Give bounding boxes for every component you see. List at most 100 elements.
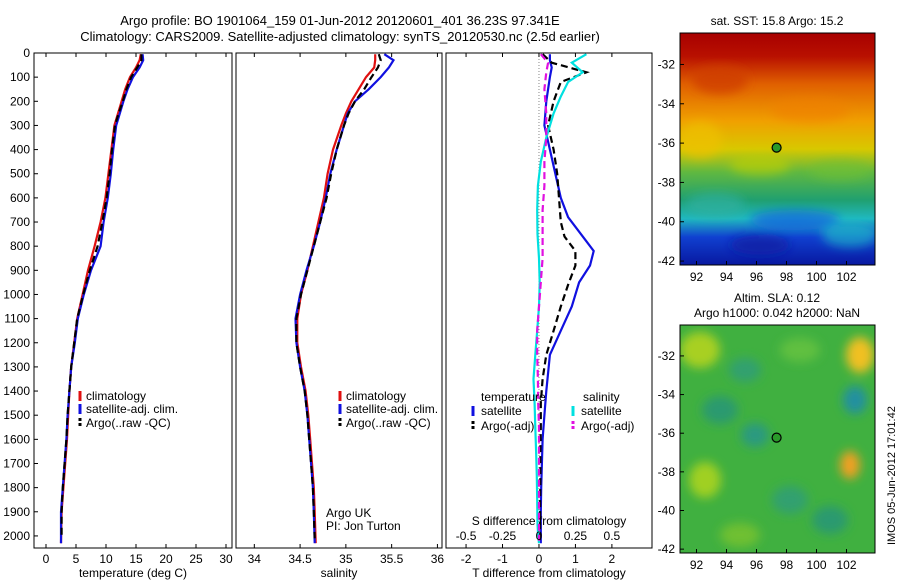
y-tick-label: -40: [658, 215, 676, 229]
x-tick-label: 92: [690, 270, 704, 284]
argo-position-marker: [771, 142, 782, 153]
y-tick-label: 600: [10, 191, 30, 205]
x-tick-label: 92: [690, 558, 704, 572]
y-tick-label: 1100: [4, 312, 30, 326]
plot-frame: [445, 52, 653, 549]
y-tick-label: -42: [658, 254, 676, 268]
y-tick-label: -36: [658, 426, 676, 440]
y-tick-label: -34: [658, 97, 676, 111]
y-tick-label: 300: [10, 118, 30, 132]
x-tick-label: -2: [461, 552, 472, 566]
legend-label: climatology: [86, 389, 146, 403]
y-tick-label: 100: [10, 70, 30, 84]
map-panel-2: 92 94 96 98 100 102 -32 -34 -36 -38 -40 -42 Altim. S…: [658, 291, 898, 572]
x-tick-label: -1: [497, 552, 508, 566]
x-tick-label: 15: [129, 552, 143, 566]
plot-frame: [33, 52, 233, 549]
map-title-sla: Altim. SLA: 0.12: [734, 291, 820, 305]
y-tick-label: -38: [658, 465, 676, 479]
x2-tick-label: 0: [536, 529, 543, 543]
y-tick-label: 400: [10, 143, 30, 157]
x-axis-label: T difference from climatology: [472, 566, 626, 580]
x-tick-label: 100: [806, 558, 826, 572]
legend-label: satellite: [581, 404, 622, 418]
x2-tick-label: -0.5: [456, 529, 477, 543]
side-caption: IMOS 05-Jun-2012 17:01:42: [886, 406, 898, 545]
y-tick-label: 1800: [3, 481, 30, 495]
legend-label: satellite-adj. clim.: [86, 402, 178, 416]
annotation-line-1: Argo UK: [326, 506, 371, 520]
x2-tick-label: 0.25: [564, 529, 588, 543]
x-tick-label: 2: [609, 552, 616, 566]
x-tick-label: 100: [806, 270, 826, 284]
y-tick-label: 500: [10, 167, 30, 181]
x-tick-label: 30: [219, 552, 233, 566]
x-tick-label: 1: [572, 552, 579, 566]
y-tick-label: 1400: [3, 384, 30, 398]
x-axis-label: salinity: [321, 566, 358, 580]
x-tick-label: 102: [836, 558, 856, 572]
y-tick-label: 1200: [3, 336, 30, 350]
x-tick-label: 5: [73, 552, 80, 566]
y-tick-label: 700: [10, 215, 30, 229]
series-line-3: [60, 54, 143, 539]
x-tick-label: 0: [43, 552, 50, 566]
series-line-3: [295, 53, 382, 539]
x-axis-label: temperature (deg C): [79, 566, 187, 580]
legend-label: satellite-adj. clim.: [346, 402, 438, 416]
legend-label: Argo(-adj): [581, 419, 634, 433]
y-tick-label: 800: [10, 239, 30, 253]
profile-panel-3: -2 -1 0 1 2T difference from climatology -0.5…: [445, 52, 653, 580]
map-title-sst: sat. SST: 15.8 Argo: 15.2: [711, 14, 844, 28]
profile-panel-2: 34 34.5 35 35.5 36 salinity climatologysatelli…: [235, 52, 445, 580]
x-tick-label: 35: [339, 552, 353, 566]
legend-label: climatology: [346, 389, 406, 403]
chart-title-line-2: Climatology: CARS2009. Satellite-adjuste…: [80, 29, 600, 44]
legend-title-temperature: temperature: [481, 390, 546, 404]
x-tick-label: 25: [189, 552, 203, 566]
map-panel-1: 92 94 96 98 100 102 -32 -34 -36 -38 -40 -42 sat. SST…: [658, 14, 876, 284]
y-tick-label: 200: [10, 94, 30, 108]
legend-label: satellite: [481, 404, 522, 418]
y-tick-label: 1000: [3, 287, 30, 301]
y-tick-label: 0: [23, 46, 30, 60]
x-tick-label: 98: [780, 270, 794, 284]
y-tick-label: 2000: [3, 529, 30, 543]
x2-axis-label: S difference from climatology: [472, 514, 627, 528]
x-tick-label: 20: [159, 552, 173, 566]
y-tick-label: 1500: [3, 408, 30, 422]
sst-map: [680, 33, 875, 265]
profile-panel-1: 0 5 10 15 20 25 30 temperature (deg C) 0 100 200 30…: [3, 46, 233, 580]
series-line-2: [538, 53, 590, 544]
x-tick-label: 102: [836, 270, 856, 284]
series-line-2: [59, 54, 145, 544]
x-tick-label: 0: [536, 552, 543, 566]
plot-frame: [235, 52, 443, 549]
x-tick-label: 96: [750, 558, 764, 572]
map-frame: [679, 32, 876, 266]
x-tick-label: 94: [720, 558, 734, 572]
x-tick-label: 36: [431, 552, 445, 566]
x2-tick-label: -0.25: [489, 529, 517, 543]
legend-label: Argo(..raw -QC): [86, 416, 171, 430]
legend-title-salinity: salinity: [583, 390, 620, 404]
y-tick-label: -34: [658, 388, 676, 402]
series-line-1: [296, 54, 377, 544]
x-tick-label: 34: [248, 552, 262, 566]
series-line-1: [539, 54, 595, 544]
chart-title-line-1: Argo profile: BO 1901064_159 01-Jun-2012…: [120, 13, 560, 28]
y-tick-label: 1300: [3, 360, 30, 374]
y-tick-label: -40: [658, 503, 676, 517]
map-frame: [679, 324, 876, 554]
x-tick-label: 98: [780, 558, 794, 572]
legend-label: Argo(..raw -QC): [346, 416, 431, 430]
y-tick-label: -38: [658, 175, 676, 189]
series-line-1: [59, 53, 142, 544]
y-tick-label: 900: [10, 263, 30, 277]
y-tick-label: -32: [658, 349, 676, 363]
y-tick-label: 1600: [3, 432, 30, 446]
x-tick-label: 34.5: [288, 552, 312, 566]
y-tick-label: -42: [658, 542, 676, 556]
legend-label: Argo(-adj): [481, 419, 534, 433]
